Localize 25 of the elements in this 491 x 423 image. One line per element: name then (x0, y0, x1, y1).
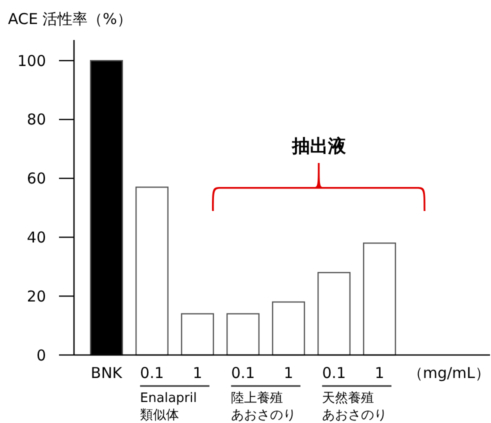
x-axis-title: （mg/mL） (408, 364, 490, 382)
y-tick-label: 100 (17, 52, 46, 70)
bar (226, 313, 260, 356)
y-tick-label: 20 (26, 287, 46, 306)
bar (135, 186, 169, 356)
x-tick-label: 0.1 (231, 364, 255, 382)
bar (272, 301, 306, 356)
bar (180, 313, 214, 356)
x-tick-label: 1 (374, 364, 384, 382)
x-tick-label: 1 (284, 364, 294, 382)
y-tick-label: 0 (36, 346, 46, 364)
text: 天然養殖あおさのり (322, 391, 388, 423)
bar (317, 272, 351, 356)
bar (362, 242, 396, 356)
y-tick-label: 40 (26, 228, 46, 246)
y-tick-label: 60 (26, 170, 46, 188)
x-tick-label: 0.1 (140, 364, 164, 382)
y-tick-label: 80 (26, 110, 46, 129)
x-tick-label: 0.1 (322, 364, 346, 382)
annotation: 抽出液 (290, 136, 347, 157)
text: Enalapril 類似体 (140, 391, 197, 423)
y-axis-title: ACE 活性率（%） (8, 10, 132, 28)
x-tick-label: 1 (192, 364, 202, 382)
text: 陸上養殖あおさのり (231, 391, 296, 423)
x-tick-label: BNK (90, 364, 124, 382)
